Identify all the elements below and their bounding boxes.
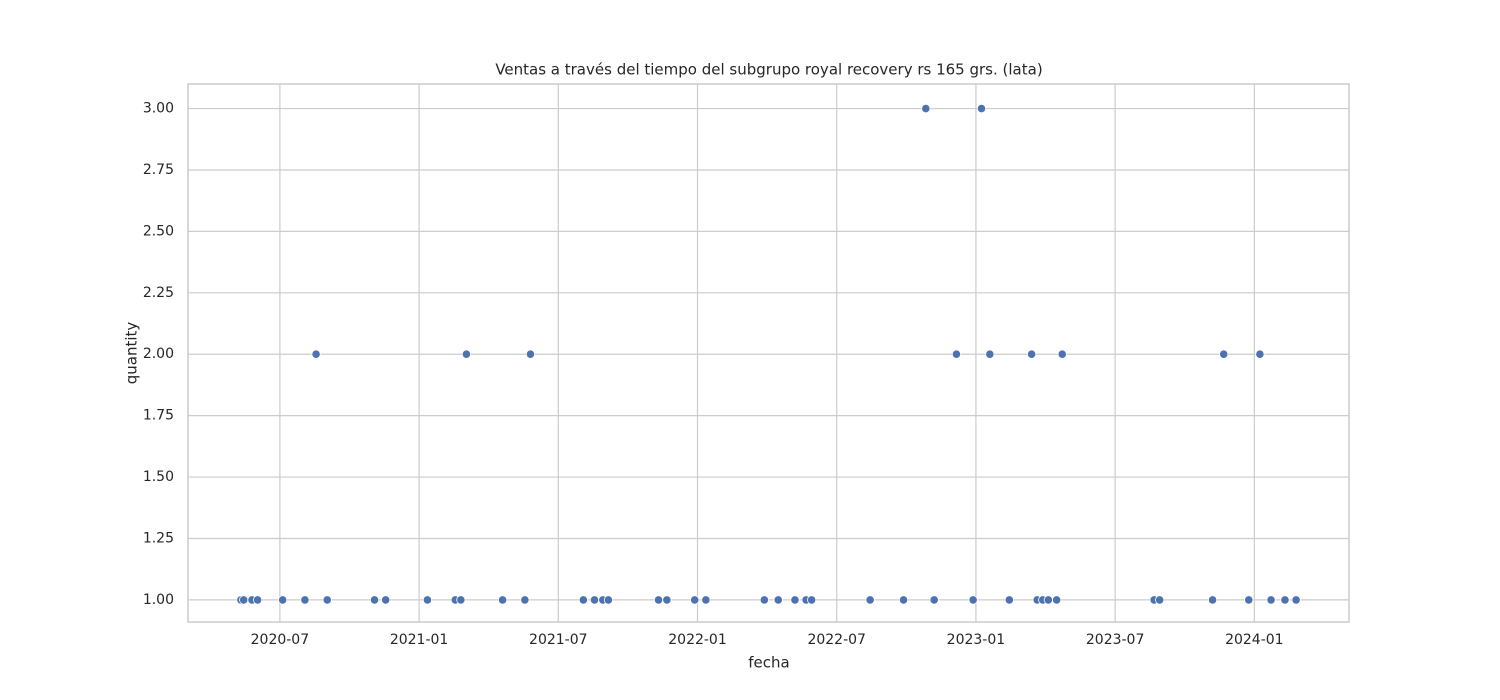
data-point bbox=[1004, 595, 1014, 605]
x-tick-label: 2021-07 bbox=[529, 632, 588, 648]
x-axis-label: fecha bbox=[748, 654, 789, 672]
data-point bbox=[1255, 349, 1265, 359]
data-point bbox=[773, 595, 783, 605]
data-point bbox=[865, 595, 875, 605]
data-point bbox=[278, 595, 288, 605]
y-tick-label: 2.75 bbox=[143, 162, 174, 178]
data-point bbox=[807, 595, 817, 605]
data-point bbox=[1043, 595, 1053, 605]
data-point bbox=[1219, 349, 1229, 359]
data-point bbox=[1057, 349, 1067, 359]
y-tick-label: 2.25 bbox=[143, 285, 174, 301]
data-point bbox=[951, 349, 962, 359]
data-point bbox=[968, 595, 978, 605]
data-point bbox=[1280, 595, 1290, 605]
data-point bbox=[603, 595, 614, 605]
data-point bbox=[1207, 595, 1218, 605]
data-point bbox=[1266, 595, 1276, 605]
data-point bbox=[1291, 595, 1301, 605]
data-point bbox=[311, 349, 321, 359]
data-point bbox=[589, 595, 600, 605]
data-point bbox=[322, 595, 332, 605]
data-point bbox=[921, 103, 931, 114]
data-point bbox=[929, 595, 939, 605]
y-tick-label: 2.50 bbox=[143, 223, 174, 239]
data-point bbox=[662, 595, 672, 605]
y-axis-label: quantity bbox=[123, 322, 141, 385]
data-point bbox=[422, 595, 433, 605]
data-point bbox=[701, 595, 711, 605]
x-tick-label: 2024-01 bbox=[1225, 632, 1284, 648]
y-tick-label: 1.00 bbox=[143, 592, 174, 608]
y-tick-label: 2.00 bbox=[143, 346, 174, 362]
x-tick-label: 2023-07 bbox=[1086, 632, 1145, 648]
data-point bbox=[239, 595, 249, 605]
x-tick-label: 2020-07 bbox=[251, 632, 310, 648]
data-point bbox=[790, 595, 800, 605]
data-point bbox=[1052, 595, 1062, 605]
data-point bbox=[461, 349, 472, 359]
x-tick-label: 2021-01 bbox=[390, 632, 449, 648]
x-tick-label: 2022-07 bbox=[807, 632, 866, 648]
data-point bbox=[498, 595, 508, 605]
data-point bbox=[976, 103, 987, 114]
data-point bbox=[369, 595, 380, 605]
data-point bbox=[1155, 595, 1165, 605]
y-tick-label: 1.50 bbox=[143, 469, 174, 485]
data-point bbox=[1027, 349, 1037, 359]
data-point bbox=[578, 595, 588, 605]
data-point bbox=[898, 595, 909, 605]
plot-frame bbox=[187, 83, 1350, 623]
chart-title: Ventas a través del tiempo del subgrupo … bbox=[495, 61, 1042, 79]
data-point bbox=[690, 595, 700, 605]
x-tick-label: 2023-01 bbox=[947, 632, 1006, 648]
data-point bbox=[985, 349, 995, 359]
data-point bbox=[253, 595, 263, 605]
data-point bbox=[381, 595, 391, 605]
data-point bbox=[300, 595, 310, 605]
y-tick-label: 1.25 bbox=[143, 530, 174, 546]
data-point bbox=[456, 595, 466, 605]
data-point bbox=[653, 595, 664, 605]
data-point bbox=[759, 595, 769, 605]
x-tick-label: 2022-01 bbox=[668, 632, 727, 648]
data-point bbox=[520, 595, 530, 605]
y-tick-label: 3.00 bbox=[143, 101, 174, 117]
y-tick-label: 1.75 bbox=[143, 408, 174, 424]
data-point bbox=[1244, 595, 1254, 605]
data-point bbox=[525, 349, 536, 359]
